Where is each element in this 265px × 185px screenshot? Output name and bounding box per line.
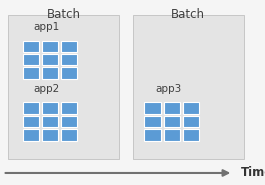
Bar: [42, 67, 58, 79]
Bar: [61, 116, 77, 127]
Bar: [42, 102, 58, 114]
Text: app3: app3: [155, 84, 182, 94]
Bar: [164, 129, 180, 141]
Bar: [183, 129, 199, 141]
Text: Time: Time: [241, 166, 265, 179]
Bar: [144, 129, 161, 141]
Bar: [23, 116, 39, 127]
Bar: [183, 116, 199, 127]
Bar: [23, 67, 39, 79]
Bar: [132, 15, 244, 159]
Bar: [61, 54, 77, 65]
Text: app2: app2: [33, 84, 60, 94]
Bar: [23, 41, 39, 52]
Bar: [61, 41, 77, 52]
Bar: [61, 102, 77, 114]
Bar: [23, 54, 39, 65]
Bar: [61, 67, 77, 79]
Bar: [42, 41, 58, 52]
Bar: [144, 102, 161, 114]
Text: Batch: Batch: [171, 8, 205, 21]
Bar: [164, 116, 180, 127]
Bar: [8, 15, 119, 159]
Bar: [23, 129, 39, 141]
Bar: [42, 116, 58, 127]
Bar: [164, 102, 180, 114]
Text: app1: app1: [33, 22, 60, 32]
Bar: [183, 102, 199, 114]
Bar: [23, 102, 39, 114]
Text: Batch: Batch: [47, 8, 81, 21]
Bar: [42, 54, 58, 65]
Bar: [144, 116, 161, 127]
Bar: [61, 129, 77, 141]
Bar: [42, 129, 58, 141]
